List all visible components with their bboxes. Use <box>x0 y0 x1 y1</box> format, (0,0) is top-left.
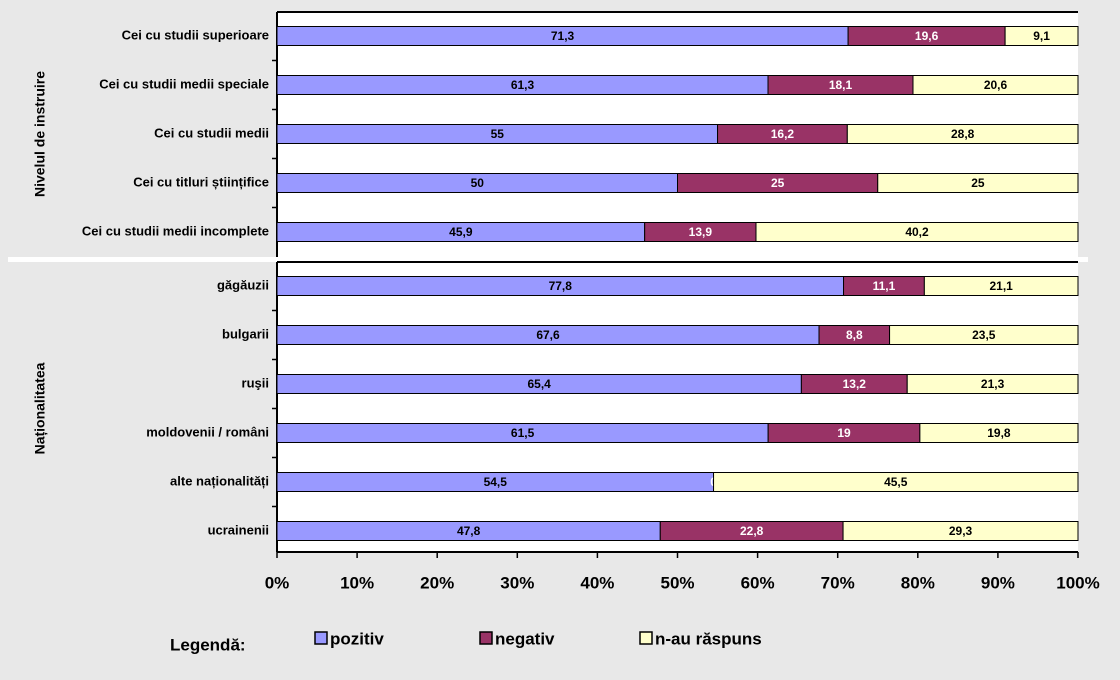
category-label: Cei cu studii medii incomplete <box>82 223 269 238</box>
bar-segment <box>906 374 1079 394</box>
x-tick-label: 90% <box>981 573 1015 592</box>
x-tick-label: 30% <box>500 573 534 592</box>
category-label: Cei cu studii medii speciale <box>99 76 269 91</box>
value-label: 54,5 <box>484 475 508 489</box>
value-label: 21,3 <box>981 377 1005 391</box>
value-label: 40,2 <box>905 225 929 239</box>
value-label: 65,4 <box>528 377 552 391</box>
legend-swatch <box>639 631 653 645</box>
value-label: 22,8 <box>740 524 764 538</box>
value-label: 21,1 <box>989 279 1013 293</box>
legend-swatch <box>314 631 328 645</box>
value-label: 18,1 <box>829 78 853 92</box>
separator <box>8 257 1088 262</box>
x-tick-label: 100% <box>1056 573 1099 592</box>
group-label: Naționalitatea <box>32 362 48 454</box>
value-label: 20,6 <box>984 78 1008 92</box>
category-label: bulgarii <box>222 326 269 341</box>
bar-segment <box>923 276 1079 296</box>
category-label: ruşii <box>242 375 269 390</box>
value-label: 13,9 <box>689 225 713 239</box>
value-label: 61,3 <box>511 78 535 92</box>
value-label: 11,1 <box>873 279 896 293</box>
bar-segment <box>842 521 1079 541</box>
value-label: 19 <box>837 426 851 440</box>
value-label: 28,8 <box>951 127 975 141</box>
value-label: 19,6 <box>915 29 939 43</box>
value-label: 19,8 <box>987 426 1011 440</box>
value-label: 50 <box>471 176 485 190</box>
value-label: 8,8 <box>846 328 863 342</box>
category-label: Cei cu studii medii <box>154 125 269 140</box>
bar-segment <box>755 222 1079 242</box>
value-label: 16,2 <box>771 127 795 141</box>
legend-label: pozitiv <box>330 629 384 648</box>
bar-segment <box>889 325 1079 345</box>
value-label: 29,3 <box>949 524 973 538</box>
value-label: 67,6 <box>536 328 560 342</box>
value-label: 25 <box>771 176 785 190</box>
bar-segment <box>846 124 1079 144</box>
value-label: 71,3 <box>551 29 575 43</box>
x-tick-label: 80% <box>901 573 935 592</box>
value-label: 55 <box>491 127 505 141</box>
legend-swatch <box>479 631 493 645</box>
category-label: ucrainenii <box>208 522 269 537</box>
bar-segment <box>877 173 1079 193</box>
value-label: 25 <box>971 176 985 190</box>
value-label: 23,5 <box>972 328 996 342</box>
x-tick-label: 0% <box>265 573 290 592</box>
x-tick-label: 60% <box>741 573 775 592</box>
legend-label: n-au răspuns <box>655 629 762 648</box>
legend-label: negativ <box>495 629 555 648</box>
category-label: moldovenii / români <box>146 424 269 439</box>
value-label: 47,8 <box>457 524 481 538</box>
x-tick-label: 10% <box>340 573 374 592</box>
value-label: 77,8 <box>549 279 573 293</box>
group-label: Nivelul de instruire <box>32 71 48 197</box>
x-tick-label: 40% <box>580 573 614 592</box>
value-label: 13,2 <box>843 377 867 391</box>
value-label: 45,9 <box>449 225 473 239</box>
value-label: 9,1 <box>1033 29 1050 43</box>
bar-segment <box>1004 26 1079 46</box>
value-label: 45,5 <box>884 475 908 489</box>
bar-segment <box>919 423 1079 443</box>
x-tick-label: 70% <box>821 573 855 592</box>
category-label: alte naționalități <box>170 473 269 488</box>
plot-area <box>277 262 1078 552</box>
x-tick-label: 20% <box>420 573 454 592</box>
value-label: 61,5 <box>511 426 535 440</box>
category-label: Cei cu studii superioare <box>122 27 269 42</box>
x-tick-label: 50% <box>660 573 694 592</box>
bar-segment <box>713 472 1079 492</box>
category-label: găgăuzii <box>217 277 269 292</box>
bar-segment <box>912 75 1079 95</box>
category-label: Cei cu titluri științifice <box>133 174 269 189</box>
legend-title: Legendă: <box>170 635 246 654</box>
